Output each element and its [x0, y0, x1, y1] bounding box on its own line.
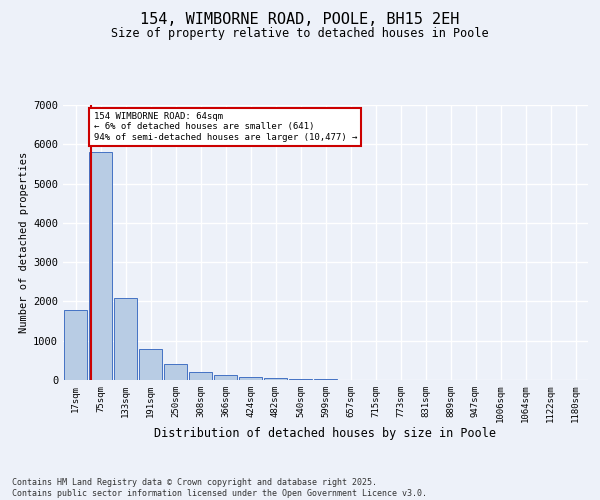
Bar	[289, 379, 312, 380]
Bar	[239, 376, 262, 380]
Text: Contains HM Land Registry data © Crown copyright and database right 2025.
Contai: Contains HM Land Registry data © Crown c…	[12, 478, 427, 498]
Bar	[89, 152, 112, 380]
Bar	[264, 378, 287, 380]
Text: 154 WIMBORNE ROAD: 64sqm
← 6% of detached houses are smaller (641)
94% of semi-d: 154 WIMBORNE ROAD: 64sqm ← 6% of detache…	[94, 112, 357, 142]
Bar	[114, 298, 137, 380]
Y-axis label: Number of detached properties: Number of detached properties	[19, 152, 29, 333]
Bar	[64, 310, 87, 380]
Bar	[189, 372, 212, 380]
Text: 154, WIMBORNE ROAD, POOLE, BH15 2EH: 154, WIMBORNE ROAD, POOLE, BH15 2EH	[140, 12, 460, 28]
Bar	[214, 375, 237, 380]
X-axis label: Distribution of detached houses by size in Poole: Distribution of detached houses by size …	[155, 426, 497, 440]
Bar	[139, 349, 162, 380]
Bar	[164, 364, 187, 380]
Text: Size of property relative to detached houses in Poole: Size of property relative to detached ho…	[111, 28, 489, 40]
